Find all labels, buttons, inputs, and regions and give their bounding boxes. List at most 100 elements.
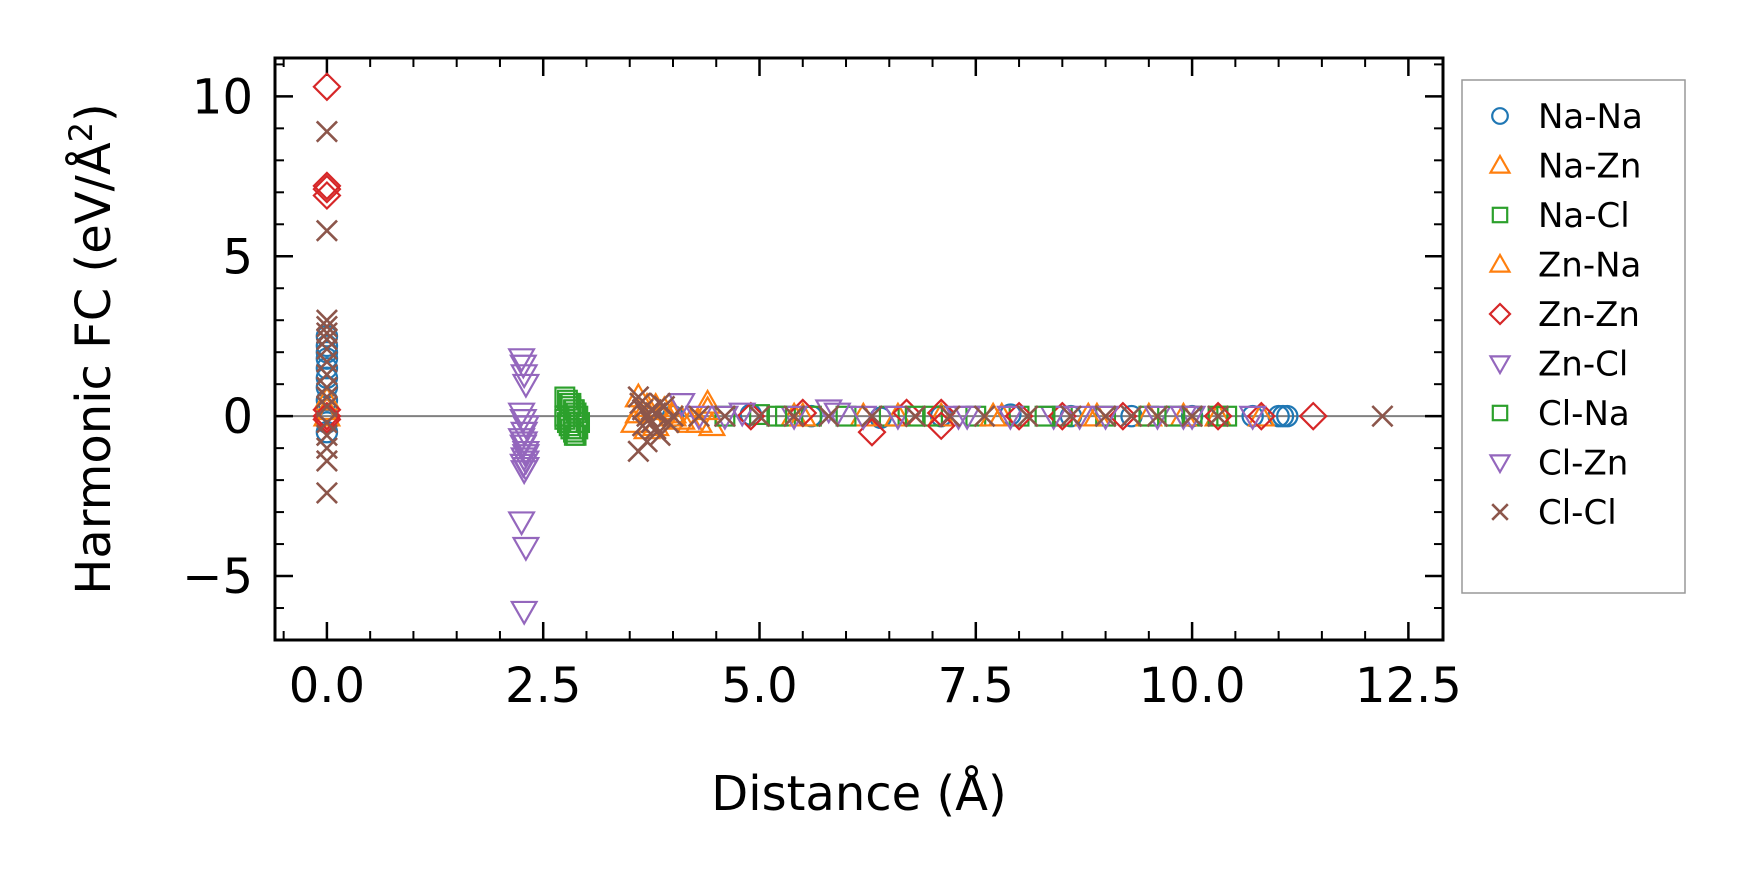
data-point — [563, 424, 585, 446]
data-point — [315, 334, 339, 358]
legend-label: Cl-Na — [1538, 394, 1630, 434]
data-point — [1120, 405, 1143, 428]
data-point — [315, 481, 338, 504]
legend-entry: Cl-Zn — [1488, 444, 1628, 484]
data-point — [1276, 404, 1299, 428]
y-tick-label: −5 — [182, 549, 253, 605]
data-point — [507, 348, 536, 374]
x-tick-label: 0.0 — [289, 658, 365, 714]
legend-label: Na-Cl — [1538, 196, 1630, 236]
data-point — [883, 405, 913, 431]
data-point — [567, 418, 589, 440]
data-point — [736, 401, 766, 431]
data-point — [509, 431, 539, 457]
x-tick-label: 12.5 — [1355, 658, 1462, 714]
data-point — [312, 180, 342, 211]
y-tick-label: 10 — [192, 69, 253, 125]
data-point — [1059, 405, 1083, 428]
data-point — [509, 600, 539, 626]
legend-marker — [1488, 252, 1512, 273]
data-point — [312, 401, 342, 431]
data-point — [1034, 405, 1056, 427]
data-point — [629, 392, 652, 415]
data-point — [1247, 401, 1276, 427]
data-point — [904, 405, 926, 427]
data-point — [569, 412, 591, 434]
data-point — [676, 407, 705, 433]
data-point — [511, 440, 541, 466]
data-point — [1246, 401, 1276, 431]
data-point — [748, 405, 771, 428]
legend-label: Na-Na — [1538, 97, 1643, 137]
legend-entry: Cl-Na — [1491, 394, 1630, 434]
data-point — [684, 405, 714, 431]
data-point — [511, 444, 541, 470]
data-point — [973, 405, 996, 428]
data-point — [312, 171, 342, 201]
legend-marker — [1491, 404, 1509, 422]
legend-entry: Na-Na — [1491, 97, 1643, 137]
legend-entry: Zn-Cl — [1488, 345, 1628, 385]
data-point — [312, 72, 342, 102]
data-point — [926, 411, 956, 441]
data-point — [710, 405, 740, 431]
data-point — [783, 405, 806, 428]
x-tick-label: 2.5 — [505, 658, 581, 714]
data-point — [779, 405, 809, 431]
series-cl-zn — [509, 402, 1267, 482]
series-zn-zn — [312, 72, 1328, 447]
data-point — [315, 376, 338, 399]
data-point — [315, 395, 338, 418]
data-point — [631, 414, 654, 437]
data-point — [661, 405, 685, 428]
legend-label: Cl-Zn — [1538, 444, 1628, 484]
data-point — [904, 405, 927, 428]
data-point — [727, 402, 757, 428]
legend-marker — [1491, 503, 1509, 521]
data-point — [1181, 405, 1204, 428]
data-point — [509, 364, 539, 390]
data-point — [507, 511, 536, 537]
y-axis-label-superscript: 2 — [62, 122, 100, 142]
data-point — [817, 405, 840, 428]
data-point — [713, 405, 736, 428]
data-point — [922, 405, 944, 427]
legend-marker — [1488, 454, 1512, 475]
data-point — [1143, 405, 1172, 431]
data-point — [1203, 401, 1233, 431]
legend-entry: Cl-Cl — [1491, 493, 1617, 533]
data-point — [657, 411, 680, 434]
data-point — [312, 174, 342, 204]
data-point — [996, 405, 1025, 431]
data-point — [511, 415, 541, 441]
legend-entry: Na-Cl — [1491, 196, 1630, 236]
data-point — [1206, 405, 1230, 428]
x-axis-label: Distance (Å) — [711, 765, 1006, 822]
legend-marker — [1491, 206, 1509, 224]
data-point — [938, 405, 961, 428]
legend-marker — [1491, 107, 1509, 125]
data-point — [1298, 401, 1328, 431]
data-point — [1016, 405, 1039, 428]
y-tick-label: 0 — [222, 389, 253, 445]
data-point — [507, 402, 536, 428]
legend-label: Zn-Zn — [1538, 295, 1640, 335]
data-point — [1146, 405, 1169, 428]
data-point — [511, 373, 541, 399]
data-point — [315, 120, 338, 143]
data-point — [1094, 405, 1117, 428]
data-point — [1371, 405, 1394, 428]
data-point — [749, 404, 770, 426]
data-point — [315, 385, 338, 409]
data-point — [648, 424, 672, 447]
x-tick-label: 10.0 — [1139, 658, 1246, 714]
legend-label: Zn-Cl — [1538, 345, 1628, 385]
data-point — [631, 398, 654, 421]
legend-entry: Na-Zn — [1488, 147, 1641, 187]
data-point — [511, 456, 541, 482]
x-tick-label: 5.0 — [721, 658, 797, 714]
data-point — [644, 417, 667, 441]
legend: Na-Na Na-Zn Na-Cl Zn-Na Zn-Zn Zn-Cl Cl-Na Cl-Zn… — [1461, 79, 1686, 594]
data-point — [635, 430, 659, 453]
